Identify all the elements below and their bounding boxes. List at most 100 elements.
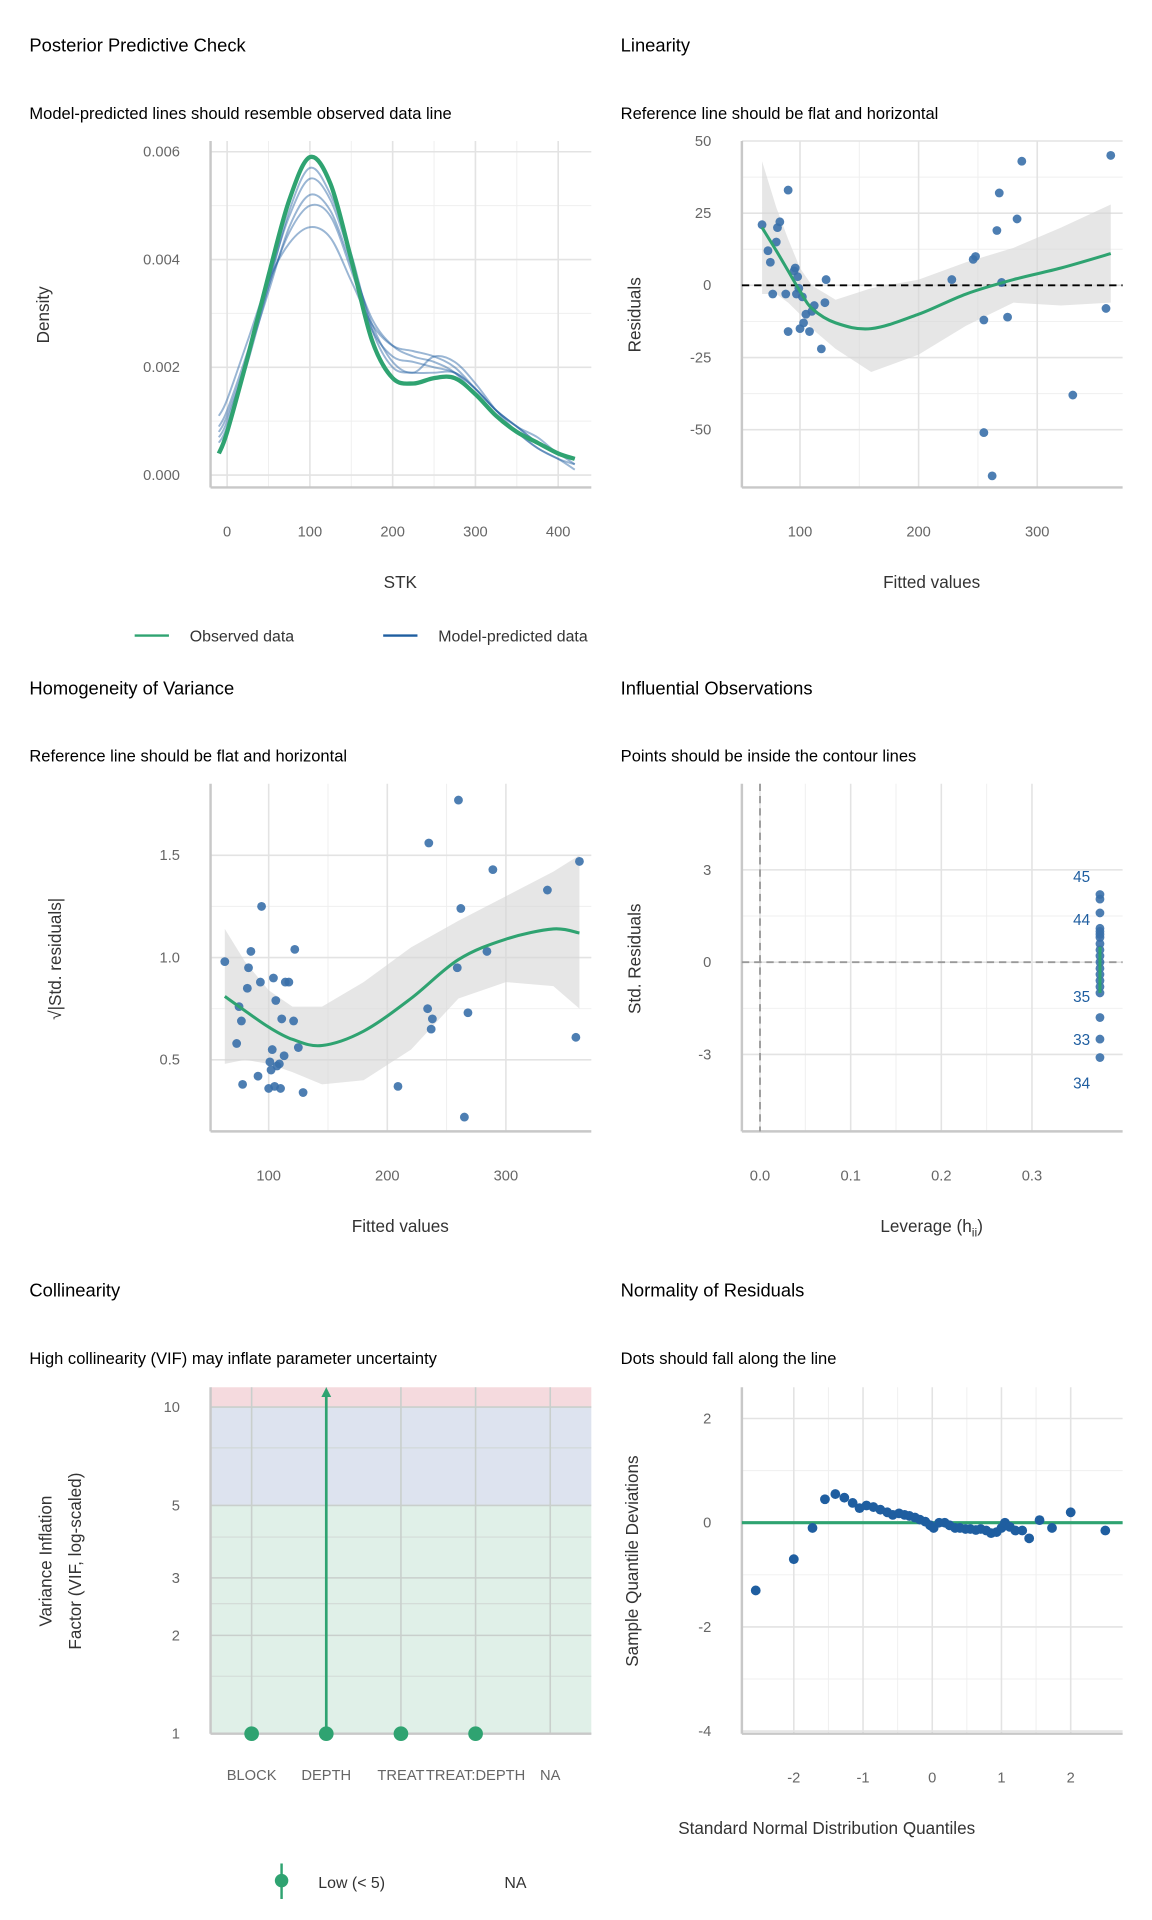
y-tick-label: 2 [703, 1411, 711, 1427]
homogeneity-subtitle: Reference line should be flat and horizo… [29, 747, 347, 766]
x-tick-label: 400 [546, 524, 571, 540]
y-tick-label: 1 [172, 1727, 180, 1743]
model-predicted-line [217, 203, 576, 466]
x-tick-label: 300 [494, 1168, 519, 1184]
data-point [1065, 1507, 1076, 1518]
data-point [274, 1059, 284, 1069]
confidence-band [224, 855, 580, 1085]
y-tick-label: 0.002 [143, 360, 180, 376]
observed-data-line [216, 154, 576, 461]
x-tick-label: 200 [380, 524, 405, 540]
vif-point [393, 1726, 409, 1742]
data-point [242, 983, 252, 993]
data-point [1017, 1525, 1028, 1536]
linearity-plot: 100 200 300 -50 -25 0 25 50 [690, 134, 1123, 540]
x-tick-label: 2 [1067, 1771, 1075, 1787]
collinearity-title: Collinearity [29, 1280, 121, 1301]
linearity-ylabel: Residuals [624, 277, 644, 352]
collinearity-subtitle: High collinearity (VIF) may inflate para… [29, 1349, 437, 1368]
confidence-band [762, 161, 1111, 372]
data-point [1068, 390, 1078, 400]
x-tick-label: NA [540, 1768, 561, 1784]
data-point [427, 1014, 437, 1024]
data-point [279, 1051, 289, 1061]
influential-subtitle: Points should be inside the contour line… [621, 747, 917, 766]
data-point [1012, 214, 1022, 224]
x-tick-label: TREAT [377, 1768, 424, 1784]
data-point [1100, 1525, 1111, 1536]
x-tick-label: -2 [787, 1771, 800, 1787]
point-label: 45 [1073, 869, 1090, 886]
legend-na-label: NA [504, 1875, 526, 1892]
x-tick-label: 100 [788, 524, 813, 540]
y-tick-label: -2 [698, 1620, 711, 1636]
data-point [220, 957, 230, 967]
data-point [1095, 908, 1105, 918]
x-tick-label: 100 [298, 524, 323, 540]
x-tick-label: 0.1 [840, 1168, 860, 1184]
legend-predicted-label: Model-predicted data [438, 629, 588, 646]
normality-title: Normality of Residuals [621, 1280, 805, 1301]
normality-subtitle: Dots should fall along the line [621, 1349, 837, 1368]
x-tick-label: 100 [256, 1168, 281, 1184]
x-tick-label: 1 [997, 1771, 1005, 1787]
data-point [1024, 1533, 1035, 1544]
data-point [1095, 1034, 1105, 1044]
x-tick-label: 300 [1025, 524, 1050, 540]
data-point [793, 272, 803, 282]
data-point [456, 904, 466, 913]
data-point [289, 1016, 299, 1026]
collinearity-ylabel-2: Factor (VIF, log-scaled) [65, 1473, 85, 1650]
data-point [994, 188, 1004, 198]
data-point [799, 318, 808, 328]
data-point [781, 289, 791, 299]
legend-low-label: Low (< 5) [318, 1875, 385, 1892]
data-point [790, 263, 800, 273]
data-point [807, 1523, 818, 1533]
y-tick-label: 0 [703, 955, 711, 971]
data-point [482, 947, 492, 956]
data-point [947, 275, 957, 284]
data-point [821, 275, 831, 284]
data-point [1095, 933, 1105, 942]
data-point [543, 885, 552, 895]
data-point [276, 1084, 285, 1093]
data-point [257, 902, 266, 911]
vif-point [468, 1726, 483, 1742]
y-tick-label: -50 [690, 423, 711, 439]
homogeneity-xlabel: Fitted values [352, 1216, 449, 1236]
legend-low-dot [274, 1873, 289, 1888]
data-point [575, 857, 584, 866]
data-point [424, 838, 434, 848]
data-point [830, 1489, 841, 1499]
data-point [232, 1039, 242, 1048]
data-point [459, 1112, 469, 1122]
point-label: 44 [1073, 912, 1091, 929]
data-point [788, 1554, 799, 1565]
data-point [1017, 156, 1027, 166]
loess-smooth-line [223, 927, 580, 1048]
data-point [298, 1088, 308, 1097]
data-point [775, 217, 785, 227]
y-tick-label: 0 [703, 1516, 711, 1532]
data-point [267, 1045, 277, 1054]
y-tick-label: 10 [164, 1400, 180, 1416]
data-point [253, 1071, 263, 1081]
data-point [987, 471, 997, 481]
data-point [271, 996, 281, 1005]
y-tick-label: 5 [172, 1498, 180, 1514]
y-tick-label: 3 [172, 1571, 180, 1587]
data-point [293, 1043, 303, 1052]
data-point [426, 1024, 436, 1034]
x-tick-label: 200 [906, 524, 931, 540]
model-predicted-line [217, 166, 576, 460]
data-point [805, 327, 814, 336]
x-tick-label: 300 [463, 524, 488, 540]
linearity-subtitle: Reference line should be flat and horizo… [621, 104, 939, 123]
x-tick-label: 0.0 [750, 1168, 770, 1184]
y-tick-label: 0 [703, 278, 711, 294]
data-point [1106, 151, 1116, 160]
vif-point [244, 1726, 259, 1742]
x-tick-label: 0.2 [931, 1168, 951, 1184]
